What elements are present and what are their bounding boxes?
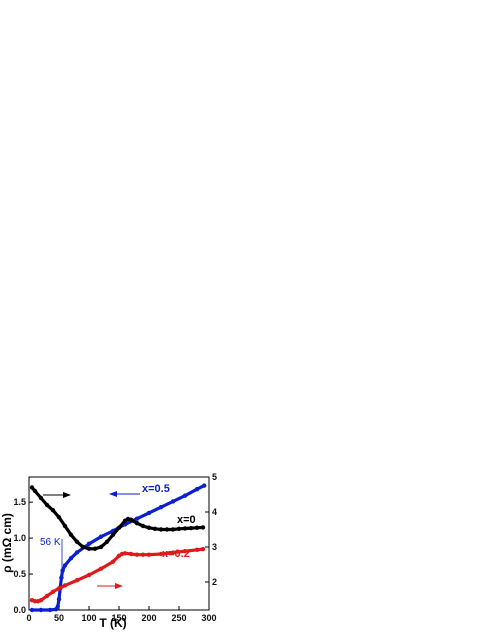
series-point-x0 bbox=[116, 525, 122, 530]
series-point-x02 bbox=[110, 559, 116, 564]
x-tick-label-6: 300 bbox=[201, 613, 216, 623]
series-point-x05 bbox=[60, 568, 65, 573]
series-point-x0 bbox=[152, 526, 158, 531]
series-point-x0 bbox=[188, 525, 194, 531]
series-point-x0 bbox=[29, 485, 35, 490]
series-point-x0 bbox=[50, 508, 56, 513]
x-tick-label-2: 100 bbox=[81, 613, 96, 623]
series-point-x0 bbox=[200, 525, 206, 530]
series-point-x0 bbox=[170, 527, 176, 532]
series-point-x05 bbox=[182, 493, 188, 498]
series-point-x05 bbox=[47, 607, 53, 613]
series-point-x0 bbox=[104, 539, 110, 544]
series-point-x0 bbox=[146, 525, 152, 530]
series-point-x05 bbox=[202, 483, 207, 488]
series-point-x02 bbox=[38, 598, 44, 603]
series-point-x02 bbox=[50, 589, 56, 594]
series-point-x0 bbox=[38, 495, 44, 501]
series-point-x0 bbox=[128, 517, 134, 522]
series-point-x05 bbox=[134, 516, 140, 521]
series-point-x0 bbox=[140, 523, 146, 529]
arrow-x0 bbox=[43, 492, 71, 498]
y-left-tick-label-3: 1.5 bbox=[13, 497, 26, 507]
series-point-x05 bbox=[55, 604, 60, 609]
series-point-x02 bbox=[134, 552, 140, 557]
y-right-tick-label-2: 4 bbox=[212, 507, 217, 517]
series-point-x0 bbox=[86, 546, 92, 551]
x-tick-label-3: 150 bbox=[111, 613, 126, 623]
series-layer bbox=[29, 483, 207, 613]
series-point-x02 bbox=[146, 552, 152, 557]
series-point-x05 bbox=[98, 534, 104, 539]
series-point-x02 bbox=[122, 551, 128, 556]
annotation-56k: 56 K bbox=[40, 537, 61, 548]
series-point-x05 bbox=[68, 556, 74, 561]
series-point-x05 bbox=[29, 607, 35, 613]
y-axis-title: ρ (mΩ cm) bbox=[0, 513, 14, 573]
series-point-x02 bbox=[140, 552, 146, 557]
y-left-tick-label-1: 0.5 bbox=[13, 569, 26, 579]
x-axis-title: T (K) bbox=[99, 616, 126, 630]
series-point-x05 bbox=[170, 499, 176, 504]
series-point-x02 bbox=[86, 572, 92, 578]
series-point-x0 bbox=[164, 527, 170, 532]
series-label-x02: x=0.2 bbox=[162, 548, 190, 560]
x-tick-label-4: 200 bbox=[141, 613, 156, 623]
series-point-x0 bbox=[32, 488, 38, 494]
y-right-tick-label-1: 3 bbox=[212, 542, 217, 552]
series-point-x0 bbox=[74, 539, 80, 544]
y-right-tick-label-3: 5 bbox=[212, 472, 217, 482]
y-right-tick-label-0: 2 bbox=[212, 577, 217, 587]
series-point-x0 bbox=[98, 544, 104, 550]
series-point-x02 bbox=[62, 583, 68, 588]
series-point-x05 bbox=[59, 575, 64, 580]
series-point-x02 bbox=[44, 593, 50, 599]
series-point-x0 bbox=[158, 527, 164, 532]
axis-ticks: 0 50 100 150 200 250 300 0.0 0.5 1.0 1.5 2 3 4 5 bbox=[13, 472, 217, 623]
y-left-tick-label-0: 0.0 bbox=[13, 605, 26, 615]
series-point-x0 bbox=[92, 546, 98, 551]
series-point-x02 bbox=[170, 550, 176, 555]
series-label-x05: x=0.5 bbox=[142, 483, 170, 495]
series-point-x05 bbox=[38, 607, 44, 613]
series-point-x0 bbox=[44, 502, 50, 508]
series-point-x02 bbox=[128, 551, 134, 557]
arrow-x05 bbox=[109, 491, 140, 497]
series-point-x0 bbox=[110, 532, 116, 537]
series-point-x0 bbox=[182, 526, 188, 531]
series-point-x02 bbox=[56, 586, 62, 591]
series-point-x0 bbox=[176, 526, 182, 531]
series-point-x05 bbox=[146, 510, 152, 516]
series-point-x0 bbox=[56, 515, 62, 520]
series-point-x0 bbox=[68, 532, 74, 537]
x-tick-label-0: 0 bbox=[26, 613, 31, 623]
series-point-x05 bbox=[158, 504, 164, 510]
series-point-x02 bbox=[98, 566, 104, 571]
series-point-x0 bbox=[134, 521, 140, 526]
series-point-x02 bbox=[158, 551, 164, 557]
series-point-x05 bbox=[62, 563, 68, 568]
series-point-x0 bbox=[194, 525, 200, 530]
arrow-x02 bbox=[97, 583, 123, 589]
x-tick-label-5: 250 bbox=[171, 613, 186, 623]
series-point-x02 bbox=[194, 547, 200, 552]
series-point-x02 bbox=[200, 546, 206, 552]
series-point-x05 bbox=[194, 487, 200, 492]
series-point-x0 bbox=[80, 544, 86, 550]
series-point-x05 bbox=[74, 550, 80, 555]
x-tick-label-1: 50 bbox=[54, 613, 64, 623]
y-left-tick-label-2: 1.0 bbox=[13, 533, 26, 543]
series-point-x05 bbox=[56, 597, 62, 602]
series-point-x0 bbox=[62, 523, 68, 529]
series-point-x02 bbox=[74, 578, 80, 583]
series-point-x02 bbox=[182, 549, 188, 554]
series-point-x05 bbox=[86, 541, 92, 547]
series-label-x0: x=0 bbox=[177, 514, 196, 526]
